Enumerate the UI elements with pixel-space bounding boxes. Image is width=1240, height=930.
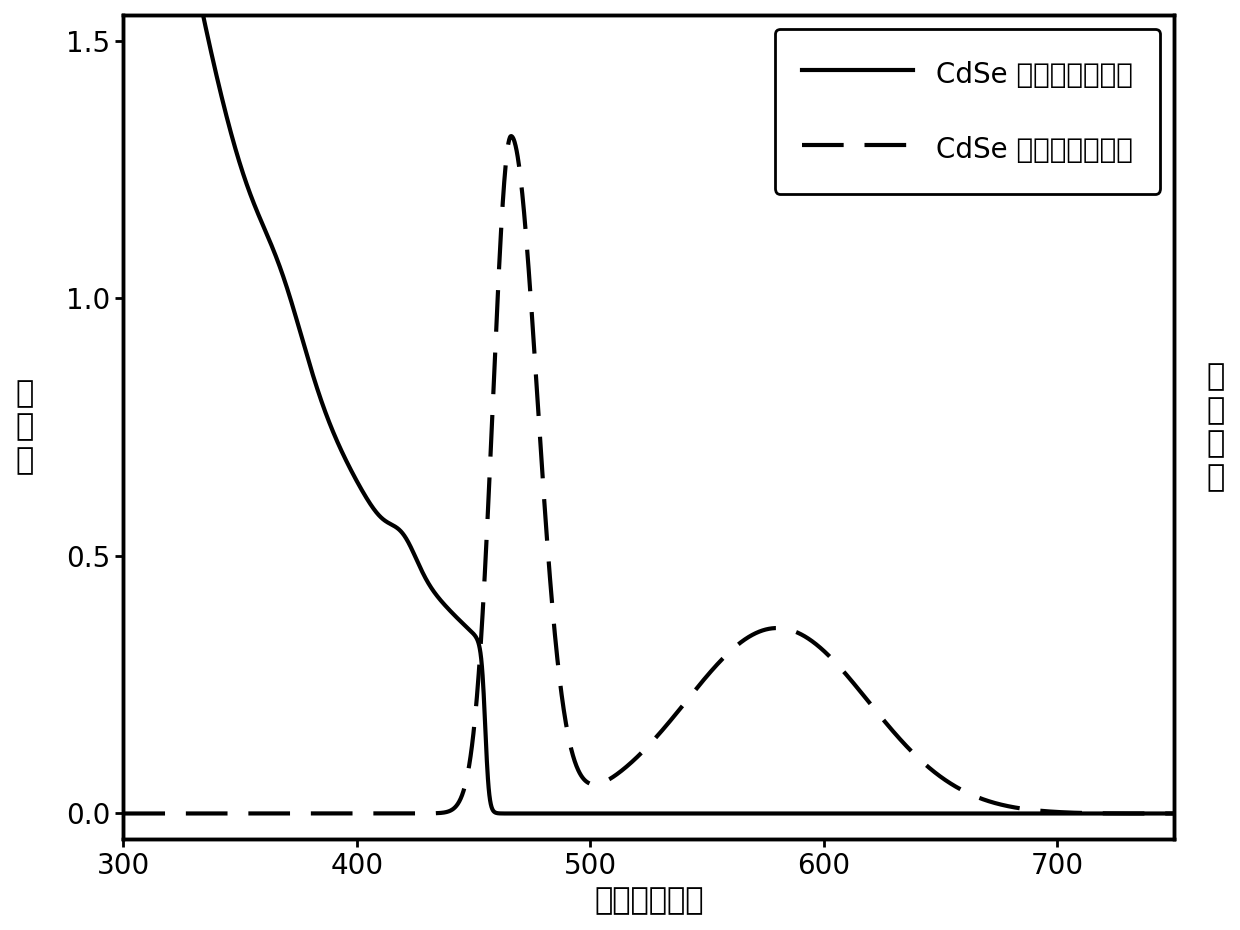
CdSe 量子点吸收光谱 bbox=[237, 172, 252, 183]
Y-axis label: 荧
光
强
度: 荧 光 强 度 bbox=[1207, 362, 1225, 492]
CdSe 量子点吸收光谱 bbox=[1178, 808, 1193, 819]
CdSe 量子点发光光谱 bbox=[523, 299, 538, 310]
CdSe 量子点吸收光谱 bbox=[1043, 808, 1058, 819]
Line: CdSe 量子点吸收光谱: CdSe 量子点吸收光谱 bbox=[123, 0, 1185, 814]
CdSe 量子点吸收光谱 bbox=[1158, 808, 1173, 819]
CdSe 量子点发光光谱 bbox=[1043, 806, 1058, 817]
CdSe 量子点发光光谱 bbox=[1158, 808, 1173, 819]
CdSe 量子点发光光谱 bbox=[1178, 808, 1193, 819]
CdSe 量子点发光光谱 bbox=[237, 808, 252, 819]
CdSe 量子点发光光谱 bbox=[503, 130, 518, 141]
Line: CdSe 量子点发光光谱: CdSe 量子点发光光谱 bbox=[123, 136, 1185, 814]
CdSe 量子点发光光谱 bbox=[115, 808, 130, 819]
CdSe 量子点吸收光谱 bbox=[569, 808, 584, 819]
Legend: CdSe 量子点吸收光谱, CdSe 量子点发光光谱: CdSe 量子点吸收光谱, CdSe 量子点发光光谱 bbox=[775, 29, 1161, 193]
CdSe 量子点发光光谱 bbox=[300, 808, 315, 819]
CdSe 量子点发光光谱 bbox=[569, 763, 584, 774]
X-axis label: 波长（纳米）: 波长（纳米） bbox=[594, 886, 703, 915]
Y-axis label: 吸
光
度: 吸 光 度 bbox=[15, 379, 33, 475]
CdSe 量子点吸收光谱 bbox=[523, 808, 538, 819]
CdSe 量子点吸收光谱 bbox=[300, 352, 315, 363]
